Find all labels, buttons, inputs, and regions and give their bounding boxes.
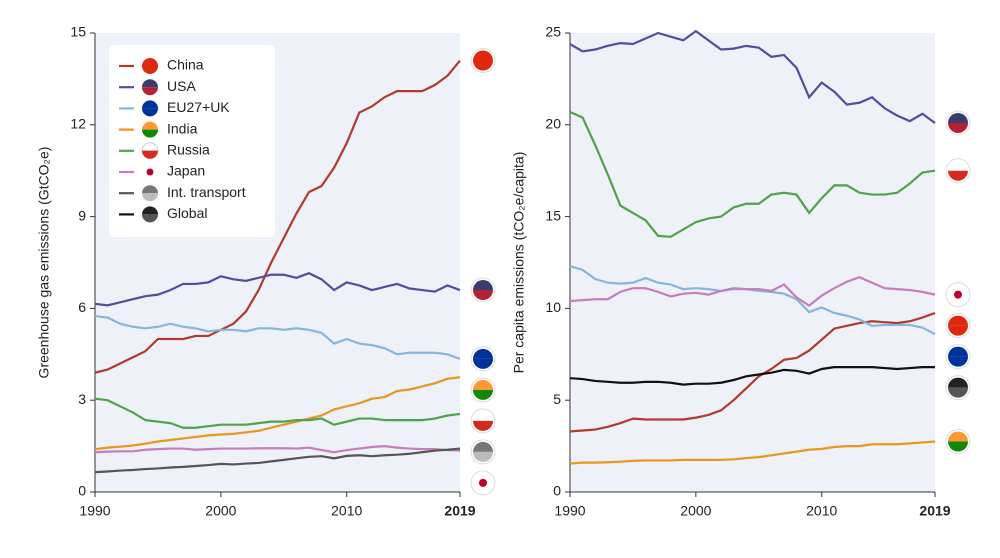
x-tick-label: 2019 [444, 503, 475, 519]
flag-icon [948, 284, 968, 295]
x-tick-label: 1990 [79, 503, 110, 519]
flag-icon [473, 389, 493, 400]
flag-icon [142, 193, 158, 202]
flag-icon [142, 129, 158, 138]
flag-icon [142, 121, 158, 130]
flag-icon [473, 50, 493, 61]
series-line [94, 314, 461, 360]
legend-label: EU27+UK [167, 99, 230, 115]
x-tick-label: 2010 [806, 503, 837, 519]
flag-icon [948, 170, 968, 181]
flag-icon [473, 420, 493, 431]
legend-label: Japan [167, 163, 205, 179]
series-line [94, 376, 461, 451]
x-tick-label: 1990 [554, 503, 585, 519]
flag-icon [473, 358, 493, 369]
series-line [94, 447, 461, 474]
series-line [569, 29, 936, 124]
flag-icon [141, 142, 159, 152]
flag-icon [473, 451, 493, 462]
flag-icon [479, 478, 487, 487]
flag-icon [473, 472, 493, 483]
flag-icon [948, 377, 968, 388]
y-tick-label: 0 [78, 483, 86, 499]
series-line [94, 272, 461, 307]
flag-icon [473, 290, 493, 301]
flag-icon [948, 160, 968, 171]
x-tick-label: 2000 [680, 503, 711, 519]
y-tick-label: 9 [78, 207, 86, 223]
flag-icon [146, 168, 154, 176]
flag-icon [142, 66, 158, 74]
flag-icon [142, 58, 158, 66]
legend-label: India [167, 120, 198, 136]
flag-icon [142, 87, 158, 96]
flag-icon [948, 387, 968, 398]
series-line [94, 444, 461, 454]
flag-icon [473, 482, 493, 493]
legend-label: Russia [167, 142, 210, 158]
y-tick-label: 6 [78, 299, 86, 315]
legend-label: China [167, 57, 204, 73]
x-tick-label: 2019 [919, 503, 950, 519]
y-tick-label: 3 [78, 391, 86, 407]
flag-icon [142, 100, 158, 109]
series-line [94, 397, 461, 429]
flag-icon [473, 348, 493, 359]
legend-label: Int. transport [167, 184, 246, 200]
flag-icon [142, 150, 158, 159]
flag-icon [948, 356, 968, 367]
y-axis-label: Per capita emissions (tCO₂e/capita) [511, 152, 527, 374]
x-tick-label: 2010 [331, 503, 362, 519]
y-tick-label: 15 [70, 24, 86, 40]
flag-icon [473, 410, 493, 421]
y-axis-label: Greenhouse gas emissions (GtCO₂e) [36, 147, 52, 379]
y-tick-label: 0 [553, 483, 561, 499]
flag-icon [954, 290, 962, 299]
y-tick-label: 5 [553, 391, 561, 407]
y-tick-label: 15 [545, 207, 561, 223]
series-line [569, 366, 935, 386]
series-line [94, 59, 461, 374]
flag-icon [473, 60, 493, 71]
y-tick-label: 25 [545, 24, 561, 40]
legend: China USA EU27+UK India Russia Japan Int. tran… [109, 45, 275, 237]
series-line [569, 440, 936, 465]
flag-icon [948, 346, 968, 357]
flag-icon [142, 108, 158, 117]
flag-icon [948, 315, 968, 326]
flag-icon [142, 79, 158, 88]
y-tick-label: 10 [545, 299, 561, 315]
flag-icon [142, 214, 158, 223]
series-line [569, 276, 936, 308]
flag-icon [473, 280, 493, 291]
series-line [569, 110, 936, 238]
flag-icon [142, 206, 158, 215]
flag-icon [142, 185, 158, 194]
flag-icon [473, 379, 493, 390]
flag-icon [948, 325, 968, 336]
legend-label: Global [167, 205, 207, 221]
flag-icon [473, 441, 493, 452]
series-line [569, 311, 936, 433]
flag-icon [948, 294, 968, 305]
flag-icon [948, 112, 968, 123]
flag-icon [948, 441, 968, 452]
legend-label: USA [167, 78, 196, 94]
y-tick-label: 20 [545, 116, 561, 132]
plot-area [570, 33, 935, 492]
flag-icon [948, 122, 968, 133]
x-tick-label: 2000 [205, 503, 236, 519]
y-tick-label: 12 [70, 116, 86, 132]
flag-icon [948, 431, 968, 442]
